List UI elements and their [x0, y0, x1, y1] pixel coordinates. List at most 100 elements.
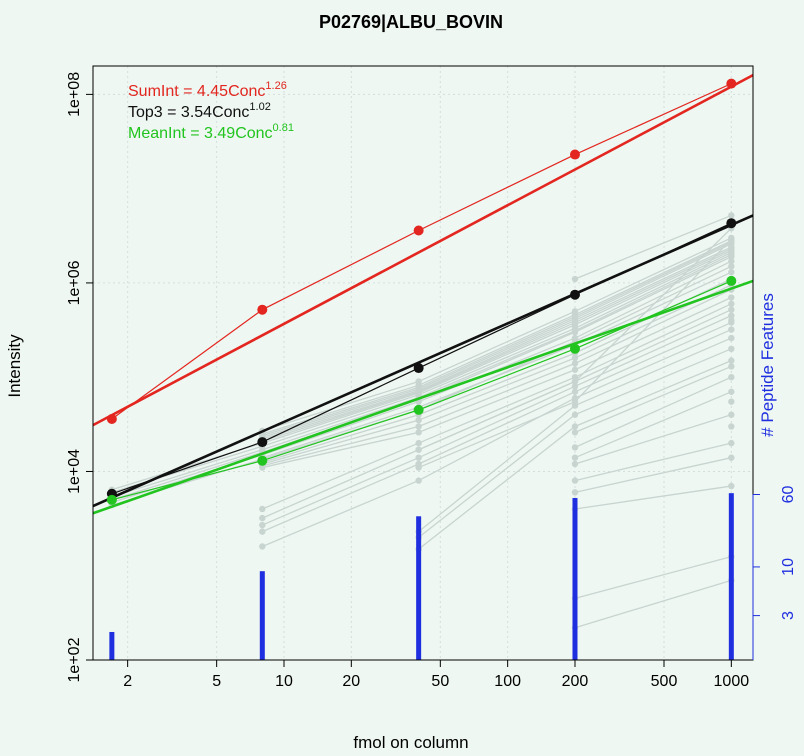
secondary-tick-label: 3 — [780, 611, 797, 620]
peptide-line — [262, 243, 732, 438]
peptide-point — [728, 312, 735, 319]
y-axis-label: Intensity — [5, 334, 24, 398]
peptide-point — [728, 257, 735, 265]
peptide-point — [259, 528, 266, 535]
peptide-point — [571, 308, 579, 315]
series-point-meanint — [569, 343, 580, 354]
plot-frame — [92, 65, 754, 661]
y-tick-label: 1e+06 — [66, 260, 83, 305]
peptide-point — [259, 464, 266, 471]
peptide-line — [262, 321, 732, 533]
peptide-point — [728, 334, 735, 342]
series-lines — [106, 78, 737, 505]
peptide-point — [571, 429, 579, 436]
peptide-line — [574, 485, 732, 510]
peptide-point — [415, 454, 422, 461]
peptide-line — [574, 555, 732, 600]
x-axis-label: fmol on column — [353, 733, 468, 752]
legend-equation: SumInt = 4.45Conc — [128, 83, 265, 100]
peptide-point — [571, 383, 579, 390]
peptide-point — [728, 317, 735, 324]
series-point-sumint — [569, 149, 580, 160]
series-point-top3 — [569, 289, 580, 300]
peptide-point — [259, 514, 266, 522]
peptide-point — [728, 357, 735, 364]
peptide-line — [574, 214, 732, 280]
legend-exponent: 1.26 — [265, 80, 286, 92]
feature-bar — [416, 516, 422, 660]
peptide-point — [571, 411, 579, 418]
peptide-point — [728, 263, 735, 270]
peptide-point — [571, 360, 579, 367]
feature-bar — [259, 571, 265, 660]
peptide-point — [571, 477, 579, 484]
peptide-line — [574, 376, 732, 448]
legend-entry-meanint: MeanInt = 3.49Conc0.81 — [128, 122, 294, 142]
legend: SumInt = 4.45Conc1.26 Top3 = 3.54Conc1.02… — [128, 80, 294, 142]
peptide-point — [571, 489, 579, 496]
peptide-line — [262, 248, 732, 442]
axes: 2 5 10 20 50 100 200 500 1000 1e+02 1e+04 1e+06 1e+0… — [66, 65, 797, 690]
secondary-tick-label: 10 — [780, 558, 797, 576]
peptide-line — [262, 271, 732, 459]
feature-bar — [109, 631, 115, 660]
peptide-point — [728, 388, 735, 395]
peptide-point — [728, 236, 735, 243]
peptide-point — [728, 326, 735, 333]
peptide-point — [259, 521, 266, 529]
peptide-point — [728, 300, 735, 308]
x-tick-label: 20 — [342, 673, 360, 690]
peptide-point — [728, 306, 735, 313]
y-tick-label: 1e+04 — [66, 449, 83, 494]
peptide-point — [415, 429, 422, 436]
peptide-point — [728, 373, 735, 381]
peptide-line — [574, 579, 732, 629]
peptide-line — [262, 241, 732, 437]
peptide-point — [571, 460, 579, 468]
series-point-meanint — [257, 455, 268, 466]
legend-entry-top3: Top3 = 3.54Conc1.02 — [128, 101, 271, 121]
y-tick-label: 1e+08 — [66, 72, 83, 117]
peptide-point — [571, 354, 579, 362]
x-tick-label: 5 — [212, 673, 221, 690]
peptide-point — [415, 416, 422, 424]
x-tick-label: 2 — [123, 673, 132, 690]
peptide-point — [571, 366, 579, 373]
peptide-point — [571, 378, 579, 385]
peptide-point — [415, 446, 422, 453]
x-tick-label: 100 — [494, 673, 521, 690]
series-point-meanint — [726, 275, 737, 286]
chart-title: P02769|ALBU_BOVIN — [319, 12, 503, 32]
peptide-point — [728, 423, 735, 430]
peptide-point — [728, 212, 735, 219]
peptide-point — [259, 543, 266, 550]
peptide-line — [574, 365, 732, 433]
peptide-point — [571, 388, 579, 395]
series-point-top3 — [726, 218, 737, 229]
peptide-line — [262, 246, 732, 440]
peptide-point — [571, 423, 579, 430]
y-tick-label: 1e+02 — [66, 637, 83, 682]
series-point-sumint — [257, 304, 268, 315]
legend-exponent: 1.02 — [249, 101, 270, 113]
series-point-sumint — [106, 414, 117, 425]
peptide-point — [415, 378, 422, 385]
peptide-point — [728, 294, 735, 301]
peptide-line — [574, 442, 732, 482]
secondary-axis-label: # Peptide Features — [758, 293, 777, 437]
peptide-point — [728, 454, 735, 461]
feature-bar — [572, 498, 578, 660]
peptide-line — [262, 288, 732, 467]
peptide-point — [571, 444, 579, 451]
peptide-point — [728, 398, 735, 405]
x-tick-label: 200 — [562, 673, 589, 690]
x-tick-label: 10 — [275, 673, 293, 690]
fit-line-sumint — [92, 73, 754, 427]
series-point-top3 — [413, 363, 424, 374]
peptide-line — [574, 414, 732, 465]
peptide-feature-bars — [109, 493, 734, 660]
peptide-line — [262, 328, 732, 548]
peptide-point — [571, 275, 579, 283]
